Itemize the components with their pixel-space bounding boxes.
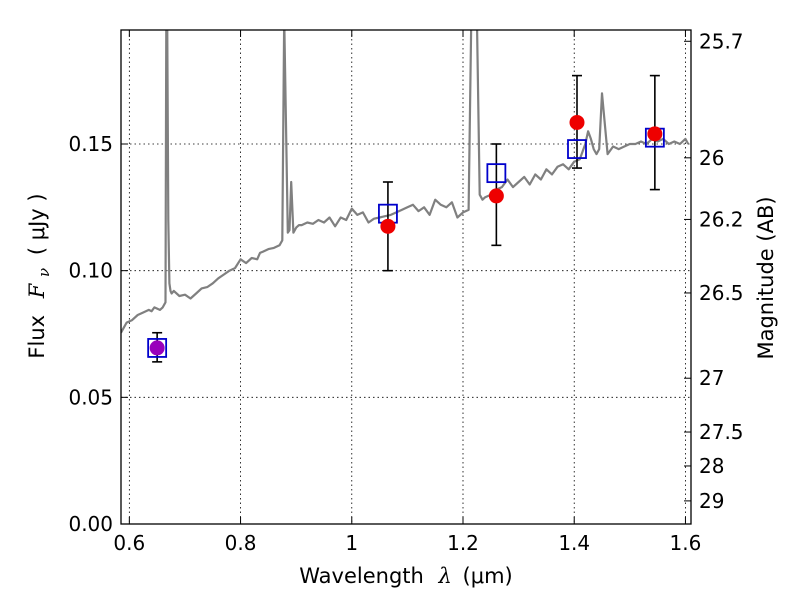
x-axis-ticks: 0.6 0.8 1 1.2 1.4 1.6 [113, 30, 701, 555]
observed-photometry-point [647, 126, 663, 142]
y-axis-ticks: 0.00 0.05 0.10 0.15 [68, 132, 128, 536]
y2-tick-label: 29 [699, 489, 724, 513]
y2-tick-label: 27.5 [699, 420, 744, 444]
y-axis-label-unit: ( μJy ) [25, 193, 49, 255]
x-tick-label: 1.2 [447, 531, 479, 555]
y2-tick-label: 28 [699, 454, 724, 478]
y2-axis-ticks: 25.7 26 26.2 26.5 27 27.5 28 29 [684, 29, 744, 513]
model-spectrum-line [121, 30, 690, 334]
y2-axis-label: Magnitude (AB) [754, 196, 778, 359]
spectrum-layer [121, 30, 690, 334]
grid-lines [121, 30, 691, 524]
plot-frame [120, 29, 692, 525]
y-tick-label: 0.15 [68, 132, 113, 156]
y2-tick-label: 27 [699, 366, 724, 390]
model-photometry-square [486, 163, 507, 184]
x-axis-label: Wavelength λ (μm) [299, 564, 512, 588]
y-axis-label-subscript: ν [35, 268, 53, 277]
model-photometry-square [147, 338, 168, 358]
observed-photometry-point [149, 340, 165, 356]
y-axis-label-symbol: F [25, 282, 49, 299]
model-photometry-square [567, 139, 587, 159]
x-tick-label: 1.6 [670, 531, 702, 555]
x-tick-label: 1.4 [558, 531, 590, 555]
y-tick-label: 0.10 [68, 259, 113, 283]
observed-photometry-point [488, 188, 504, 204]
x-axis-label-unit: (μm) [463, 564, 513, 588]
x-axis-label-symbol: λ [438, 564, 452, 588]
x-tick-label: 0.6 [113, 531, 145, 555]
y-axis-label: Flux F ν ( μJy ) [25, 193, 54, 358]
observed-photometry-points [149, 114, 663, 356]
y2-tick-label: 26.2 [699, 207, 744, 231]
y-tick-label: 0.05 [68, 385, 113, 409]
observed-photometry-point [569, 114, 585, 130]
y2-tick-label: 26 [699, 146, 724, 170]
observed-photometry-point [380, 218, 396, 234]
y-axis-label-text: Flux [25, 315, 49, 359]
y-tick-label: 0.00 [68, 512, 113, 536]
y2-tick-label: 26.5 [699, 281, 744, 305]
x-axis-label-text: Wavelength [299, 564, 424, 588]
x-tick-label: 0.8 [225, 531, 257, 555]
y2-tick-label: 25.7 [699, 29, 744, 53]
x-tick-label: 1 [345, 531, 358, 555]
